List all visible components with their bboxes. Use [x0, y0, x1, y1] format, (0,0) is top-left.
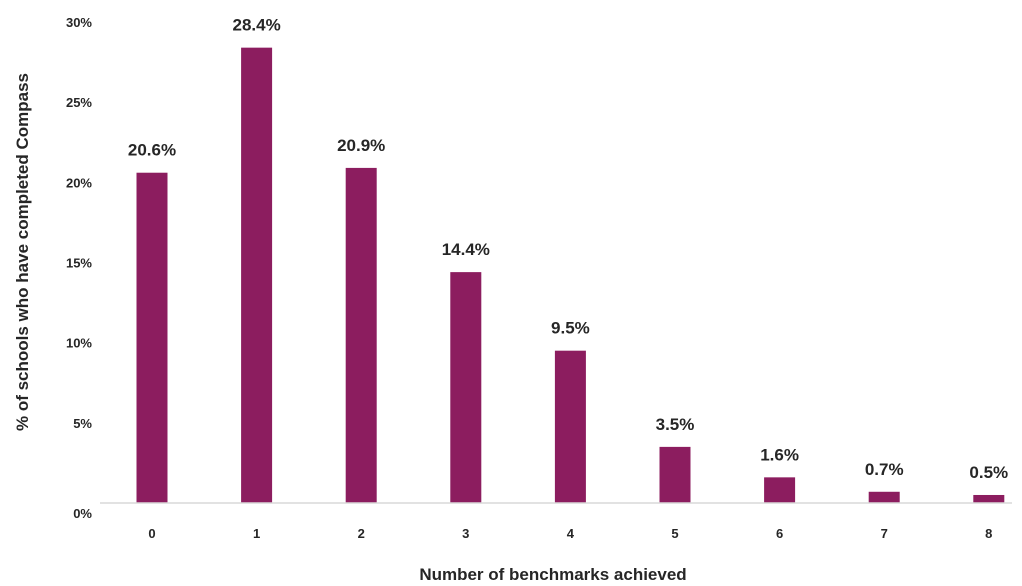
bar-data-label: 9.5%: [551, 319, 590, 338]
bar: [345, 167, 377, 504]
bar-data-label: 20.9%: [337, 136, 385, 155]
bar: [136, 172, 168, 504]
bar-data-label: 20.6%: [128, 141, 176, 160]
bar-data-label: 14.4%: [442, 240, 490, 259]
y-axis-title: % of schools who have completed Compass: [13, 73, 32, 431]
bar: [764, 477, 796, 503]
y-tick-label: 0%: [73, 506, 92, 521]
bar: [973, 494, 1005, 503]
bar: [554, 350, 586, 503]
x-tick-label: 6: [776, 526, 783, 541]
bar-data-label: 1.6%: [760, 445, 799, 464]
bar-data-label: 0.7%: [865, 460, 904, 479]
bar: [450, 272, 482, 503]
y-tick-label: 30%: [66, 15, 92, 30]
y-axis-tick-labels: 0% 5% 10% 15% 20% 25% 30%: [66, 15, 92, 521]
x-axis-tick-labels: 0 1 2 3 4 5 6 7 8: [148, 526, 992, 541]
bar: [241, 47, 273, 504]
x-tick-label: 5: [671, 526, 678, 541]
y-tick-label: 15%: [66, 256, 92, 271]
data-labels: 20.6% 28.4% 20.9% 14.4% 9.5% 3.5% 1.6% 0.7% 0.5%: [128, 16, 1008, 482]
x-tick-label: 8: [985, 526, 992, 541]
bar-data-label: 3.5%: [656, 415, 695, 434]
y-tick-label: 10%: [66, 336, 92, 351]
y-tick-label: 20%: [66, 175, 92, 190]
y-tick-label: 25%: [66, 95, 92, 110]
x-tick-label: 7: [881, 526, 888, 541]
x-tick-label: 0: [148, 526, 155, 541]
bars: [136, 47, 1005, 504]
bar: [659, 446, 691, 503]
x-tick-label: 4: [567, 526, 575, 541]
x-tick-label: 1: [253, 526, 260, 541]
y-tick-label: 5%: [73, 416, 92, 431]
bar-data-label: 0.5%: [969, 463, 1008, 482]
x-tick-label: 2: [358, 526, 365, 541]
x-axis-title: Number of benchmarks achieved: [419, 565, 686, 584]
bar-data-label: 28.4%: [232, 16, 280, 35]
x-tick-label: 3: [462, 526, 469, 541]
bar: [868, 491, 900, 503]
